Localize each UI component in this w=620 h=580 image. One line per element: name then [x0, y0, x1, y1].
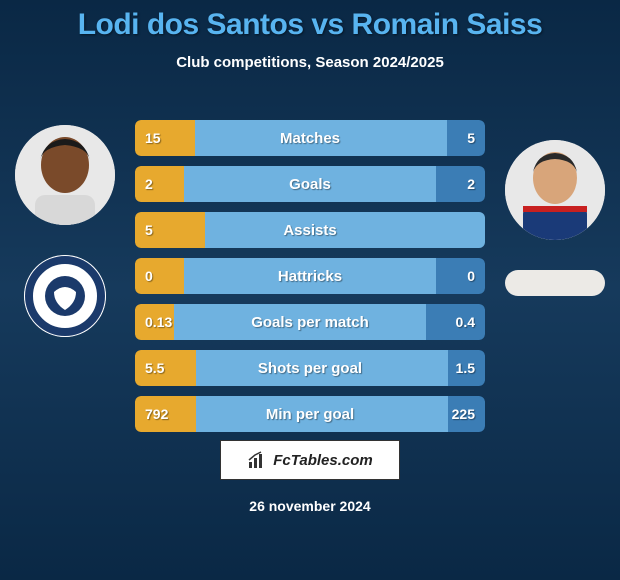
left-avatars	[10, 125, 120, 337]
comparison-infographic: Lodi dos Santos vs Romain Saiss Club com…	[0, 0, 620, 580]
stat-label: Goals per match	[135, 304, 485, 340]
site-name: FcTables.com	[273, 452, 372, 469]
site-logo: FcTables.com	[220, 440, 400, 480]
stat-label: Shots per goal	[135, 350, 485, 386]
stat-row: Goals per match0.13 0.4	[135, 304, 485, 340]
stat-row: Assists5	[135, 212, 485, 248]
stat-value-left: 2	[135, 166, 163, 202]
stat-value-left: 792	[135, 396, 178, 432]
club-left-badge	[24, 255, 106, 337]
stat-row: Shots per goal5.5 1.5	[135, 350, 485, 386]
right-avatars	[500, 140, 610, 296]
stat-label: Assists	[135, 212, 485, 248]
player-right-icon	[505, 140, 605, 240]
stat-value-left: 0	[135, 258, 163, 294]
stat-value-right: 1.5	[446, 350, 485, 386]
club-left-icon	[24, 255, 106, 337]
stat-label: Matches	[135, 120, 485, 156]
player-right-avatar	[505, 140, 605, 240]
stat-value-right: 225	[442, 396, 485, 432]
stat-row: Matches15 5	[135, 120, 485, 156]
footer-date: 26 november 2024	[0, 498, 620, 514]
player-left-avatar	[15, 125, 115, 225]
stat-value-left: 0.13	[135, 304, 182, 340]
stat-label: Goals	[135, 166, 485, 202]
stat-value-left: 5.5	[135, 350, 174, 386]
page-title: Lodi dos Santos vs Romain Saiss	[0, 0, 620, 42]
stat-label: Hattricks	[135, 258, 485, 294]
chart-icon	[247, 450, 267, 470]
stat-row: Goals2 2	[135, 166, 485, 202]
stat-label: Min per goal	[135, 396, 485, 432]
stat-row: Hattricks0 0	[135, 258, 485, 294]
stat-value-right: 0	[457, 258, 485, 294]
player-left-icon	[15, 125, 115, 225]
stats-list: Matches155Goals22Assists5Hattricks00Goal…	[135, 120, 485, 432]
stat-value-right: 5	[457, 120, 485, 156]
stat-value-right: 0.4	[446, 304, 485, 340]
stat-row: Min per goal792 225	[135, 396, 485, 432]
stat-value-left: 15	[135, 120, 171, 156]
subtitle: Club competitions, Season 2024/2025	[0, 54, 620, 71]
club-right-badge	[505, 270, 605, 296]
stat-value-right: 2	[457, 166, 485, 202]
stat-value-left: 5	[135, 212, 163, 248]
